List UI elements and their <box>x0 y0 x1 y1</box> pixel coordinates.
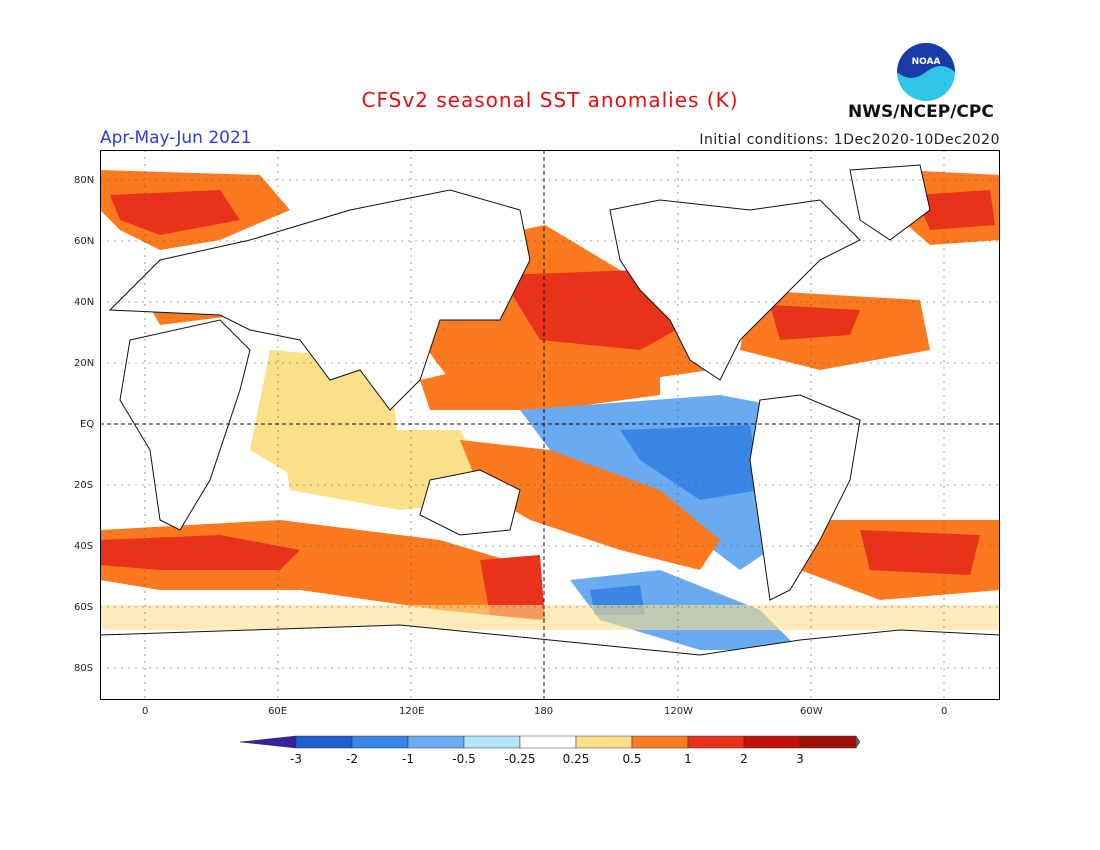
colorbar-tick-label: 1 <box>684 752 692 766</box>
lon-label-60e: 60E <box>268 706 288 717</box>
colorbar-tick-label: -0.25 <box>504 752 536 766</box>
australia-outline <box>419 469 521 536</box>
colorbar-tick-label: -2 <box>346 752 358 766</box>
agency-label: NWS/NCEP/CPC <box>848 102 994 122</box>
africa-outline <box>119 319 251 531</box>
colorbar-segment <box>743 735 801 749</box>
colorbar-tick-label: 0.5 <box>622 752 642 766</box>
north-america-outline <box>609 199 861 381</box>
south-america-outline <box>749 394 861 601</box>
lat-label-60s: 60S <box>74 602 94 613</box>
noaa-logo-icon: NOAA <box>897 43 955 101</box>
lon-label-0-right: 0 <box>941 706 948 717</box>
lat-label-60n: 60N <box>74 236 95 247</box>
lat-label-40s: 40S <box>74 541 94 552</box>
colorbar-segment <box>631 735 689 749</box>
colorbar-tick-label: 0.25 <box>562 752 590 766</box>
lat-label-20n: 20N <box>74 358 95 369</box>
lat-label-80s: 80S <box>74 663 94 674</box>
greenland-outline <box>849 164 931 241</box>
sst-anomaly-map <box>100 150 1000 700</box>
colorbar-tick-label: 3 <box>796 752 804 766</box>
colorbar-max-arrow <box>855 735 860 749</box>
colorbar-min-arrow <box>240 735 297 749</box>
lon-label-120e: 120E <box>399 706 425 717</box>
colorbar-tick-label: -1 <box>402 752 414 766</box>
lat-label-80n: 80N <box>74 175 95 186</box>
colorbar-tick-label: -0.5 <box>452 752 476 766</box>
lat-label-20s: 20S <box>74 480 94 491</box>
map-title: CFSv2 seasonal SST anomalies (K) <box>361 88 739 112</box>
continent-outlines <box>100 164 1000 700</box>
lon-label-60w: 60W <box>800 706 823 717</box>
eurasia-outline <box>108 189 531 411</box>
colorbar-tick-label: 2 <box>740 752 748 766</box>
colorbar <box>240 735 860 749</box>
equator-dateline <box>100 150 1000 700</box>
colorbar-segment <box>687 735 745 749</box>
colorbar-segment <box>463 735 521 749</box>
lon-label-120w: 120W <box>664 706 693 717</box>
colorbar-segment <box>351 735 409 749</box>
forecast-period: Apr-May-Jun 2021 <box>100 128 252 148</box>
colorbar-segment <box>295 735 353 749</box>
lat-label-eq: EQ <box>80 419 95 430</box>
colorbar-segment <box>799 735 857 749</box>
antarctica-outline <box>100 624 1000 700</box>
noaa-logo-text: NOAA <box>912 57 941 67</box>
lon-label-0: 0 <box>142 706 149 717</box>
lat-lon-grid <box>100 150 1000 700</box>
colorbar-segment <box>407 735 465 749</box>
colorbar-segment <box>519 735 577 749</box>
colorbar-tick-label: -3 <box>290 752 302 766</box>
colorbar-segment <box>575 735 633 749</box>
lon-label-180: 180 <box>534 706 554 717</box>
initial-conditions: Initial conditions: 1Dec2020-10Dec2020 <box>699 132 1000 148</box>
lat-label-40n: 40N <box>74 297 95 308</box>
